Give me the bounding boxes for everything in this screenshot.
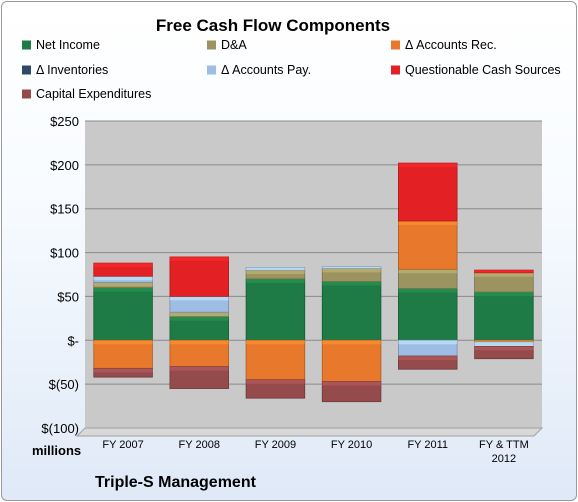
legend-swatch-accounts-rec: [391, 40, 400, 50]
plot-area: $250 $200 $150 $100 $50 $- $(50) $(100) FY 2007 F…: [41, 114, 544, 465]
bar-segment-accounts-rec: [245, 339, 306, 381]
legend: Net Income D&A Δ Accounts Rec. Δ Inventorie…: [22, 38, 561, 101]
bar-segment-d-a: [398, 268, 458, 289]
bar-segment-net-income: [245, 278, 306, 341]
bar-segment-d-a: [321, 267, 382, 282]
legend-label-inventories: Δ Inventories: [36, 63, 108, 77]
bar-segment-accounts-rec: [93, 339, 153, 369]
legend-swatch-d-a: [207, 40, 216, 50]
bar-segment-d-a: [245, 269, 306, 280]
bar-segment-capital-expenditures: [169, 366, 229, 389]
bar-segment-net-income: [321, 281, 382, 341]
x-tick-label: FY & TTM: [479, 439, 529, 451]
bar-segment-accounts-pay: [169, 296, 229, 313]
bar-segment-accounts-pay: [474, 341, 534, 347]
company-name: Triple-S Management: [95, 474, 257, 491]
bar-segment-capital-expenditures: [93, 367, 153, 378]
unit-label: millions: [32, 443, 81, 458]
plot-background: [85, 121, 542, 428]
legend-swatch-capital-expenditures: [22, 89, 31, 99]
y-tick-label: $(50): [49, 377, 79, 392]
legend-label-d-a: D&A: [221, 38, 247, 52]
bar-segment-net-income: [474, 291, 534, 341]
bar-segment-accounts-rec: [169, 339, 229, 367]
legend-label-accounts-pay: Δ Accounts Pay.: [221, 63, 311, 77]
bar-segment-questionable-cash-sources: [169, 256, 229, 297]
bar-segment-accounts-rec: [398, 220, 458, 270]
bar-segment-d-a: [93, 281, 153, 289]
bar-segment-capital-expenditures: [321, 381, 382, 403]
bar-segment-capital-expenditures: [474, 346, 534, 360]
bar-segment-questionable-cash-sources: [474, 269, 534, 274]
legend-swatch-accounts-pay: [207, 65, 216, 75]
legend-label-accounts-rec: Δ Accounts Rec.: [405, 38, 497, 52]
x-tick-label: FY 2007: [102, 439, 143, 451]
x-tick-label: FY 2009: [255, 439, 296, 451]
bar-segment-net-income: [93, 287, 153, 341]
y-tick-label: $100: [50, 246, 79, 261]
x-tick-label: FY 2011: [407, 439, 448, 451]
bar-segment-accounts-pay: [321, 266, 382, 269]
legend-label-questionable-cash-sources: Questionable Cash Sources: [405, 63, 561, 77]
x-tick-label: FY 2010: [331, 439, 372, 451]
y-tick-label: $200: [50, 158, 79, 173]
bar-segment-d-a: [474, 272, 534, 293]
bar-segment-questionable-cash-sources: [93, 262, 153, 277]
bar-segment-accounts-rec: [321, 339, 382, 382]
chart-floor: [75, 427, 544, 437]
bar-segment-net-income: [398, 288, 458, 341]
bar-segment-capital-expenditures: [245, 379, 306, 399]
legend-swatch-inventories: [22, 65, 31, 75]
legend-swatch-questionable-cash-sources: [391, 65, 400, 75]
bar-segment-net-income: [169, 316, 229, 341]
bar-segment-d-a: [169, 311, 229, 318]
bar-segment-accounts-pay: [398, 339, 458, 357]
y-tick-label: $250: [50, 114, 79, 129]
y-tick-label: $150: [50, 202, 79, 217]
y-tick-label: $50: [57, 289, 79, 304]
y-tick-label: $-: [67, 333, 79, 348]
legend-label-net-income: Net Income: [36, 38, 100, 52]
x-tick-label: FY 2008: [179, 439, 220, 451]
bar-segment-accounts-pay: [245, 267, 306, 271]
x-tick-label: 2012: [492, 453, 516, 465]
legend-swatch-net-income: [22, 40, 31, 50]
bar-segment-accounts-pay: [93, 275, 153, 283]
y-tick-label: $(100): [41, 421, 79, 436]
chart-title: Free Cash Flow Components: [156, 16, 390, 35]
bar-segment-capital-expenditures: [398, 355, 458, 370]
legend-label-capital-expenditures: Capital Expenditures: [36, 87, 151, 101]
bar-segment-questionable-cash-sources: [398, 162, 458, 222]
